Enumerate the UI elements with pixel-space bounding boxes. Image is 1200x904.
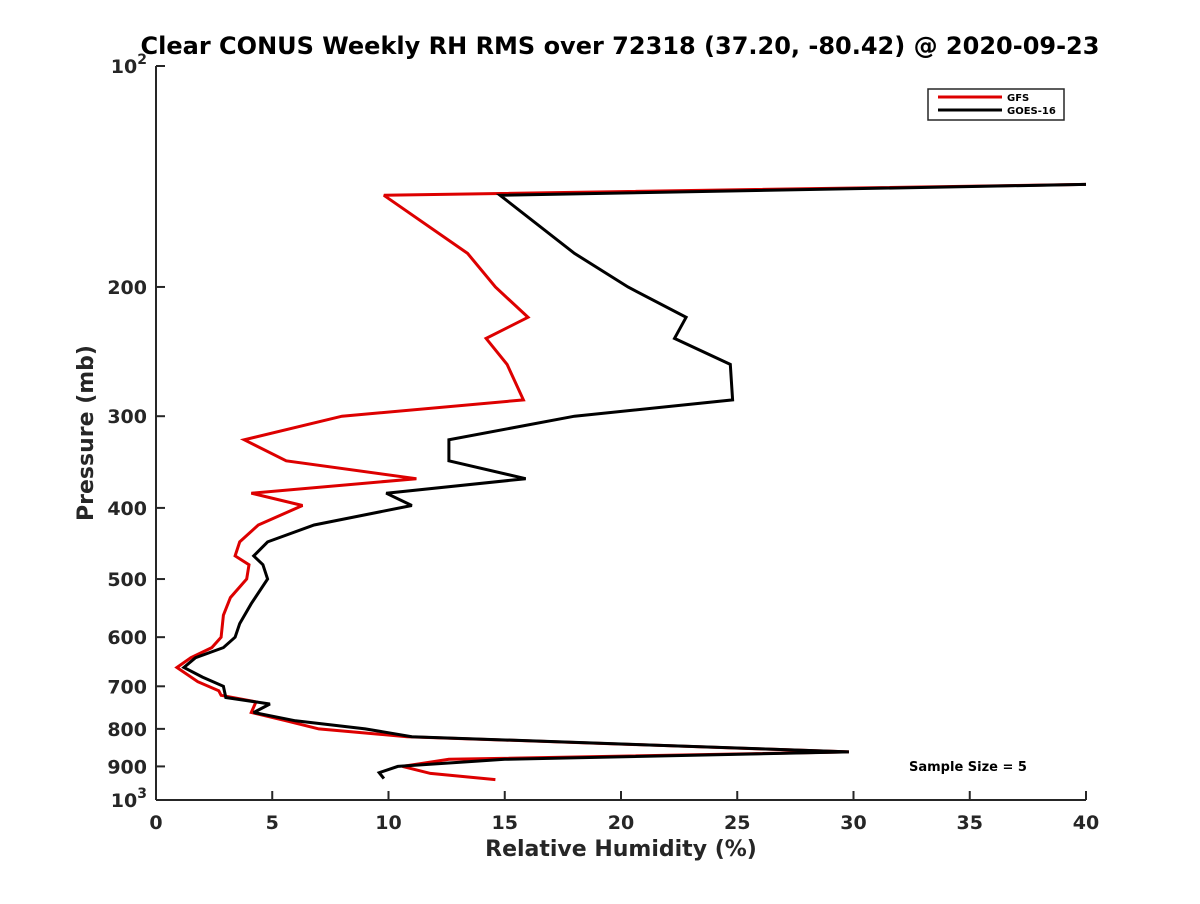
x-tick-label: 40: [1073, 812, 1099, 834]
series-line-gfs: [174, 182, 1087, 782]
y-tick-label: 900: [107, 756, 147, 778]
y-tick-label: 300: [107, 406, 147, 428]
legend: GFS GOES-16: [927, 88, 1065, 121]
y-tick-label: 103: [111, 786, 147, 812]
series-layer: [174, 182, 1087, 782]
y-tick-label: 400: [107, 498, 147, 520]
x-tick-label: 30: [840, 812, 866, 834]
x-tick-label: 0: [149, 812, 162, 834]
x-axis-label: Relative Humidity (%): [485, 837, 757, 862]
y-tick-label: 200: [107, 277, 147, 299]
plot-axes: [155, 66, 1086, 801]
y-axis-ticks: 102 200 300 400 500 600 700 800 900 103: [107, 52, 165, 812]
x-tick-label: 5: [266, 812, 279, 834]
legend-label-gfs: GFS: [1007, 93, 1029, 104]
y-tick-label: 600: [107, 627, 147, 649]
y-tick-label: 102: [111, 52, 147, 78]
legend-box: [927, 88, 1065, 121]
y-tick-label: 800: [107, 719, 147, 741]
legend-label-goes16: GOES-16: [1007, 106, 1056, 117]
y-tick-label: 700: [107, 676, 147, 698]
x-tick-label: 10: [375, 812, 401, 834]
y-tick-label: 500: [107, 569, 147, 591]
chart-title: Clear CONUS Weekly RH RMS over 72318 (37…: [141, 32, 1100, 60]
y-axis-label: Pressure (mb): [74, 345, 99, 521]
x-tick-label: 35: [957, 812, 983, 834]
sample-size-annotation: Sample Size = 5: [909, 760, 1027, 775]
x-axis-ticks: 0 5 10 15 20 25 30 35 40: [149, 791, 1099, 834]
x-tick-label: 25: [724, 812, 750, 834]
series-line-goes16: [181, 182, 1087, 780]
x-tick-label: 15: [492, 812, 518, 834]
x-tick-label: 20: [608, 812, 634, 834]
